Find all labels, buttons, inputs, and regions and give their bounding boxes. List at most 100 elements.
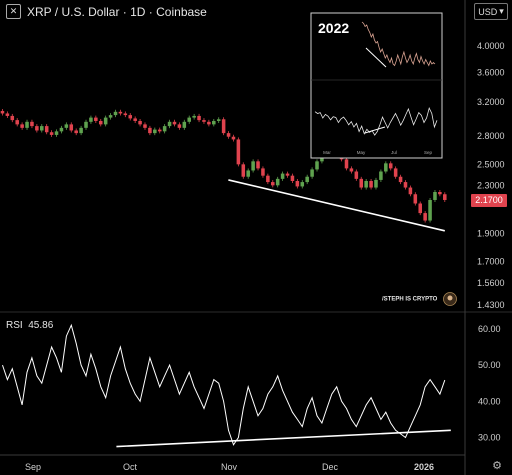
candle (5, 111, 10, 118)
candle-body (59, 127, 64, 132)
candle (359, 176, 364, 190)
candle (285, 171, 290, 178)
candle (64, 122, 69, 130)
rsi-value: 45.86 (28, 320, 54, 331)
chart-title: XRP / U.S. Dollar · 1D · Coinbase (27, 4, 207, 19)
settings-gear-icon[interactable]: ⚙ (492, 460, 502, 472)
currency-select-button[interactable]: USD ▾ (474, 3, 508, 20)
x-tick-label: Dec (322, 462, 339, 472)
candle-body (379, 171, 383, 180)
inset-rsi-trendline (364, 126, 386, 134)
candle-body (364, 180, 368, 188)
candle (113, 109, 118, 118)
candle (315, 159, 319, 172)
candle-body (266, 175, 270, 183)
candle-body (384, 163, 388, 172)
candle (344, 157, 349, 171)
candle-body (0, 110, 5, 114)
candle (123, 111, 128, 118)
rsi-y-axis: 60.00 50.00 40.00 30.00 (478, 324, 501, 443)
candle (157, 127, 162, 134)
candle-body (349, 168, 354, 172)
candle (108, 113, 113, 120)
candle (433, 189, 437, 203)
candle (162, 124, 167, 134)
candle-body (143, 124, 147, 128)
candle-body (369, 180, 373, 188)
candle (0, 108, 5, 116)
price-tick-label: 3.2000 (477, 97, 505, 107)
candle-body (344, 159, 349, 169)
candle-body (216, 119, 221, 121)
x-axis: Sep Oct Nov Dec 2026 (25, 462, 434, 472)
rsi-tick-label: 40.00 (478, 396, 501, 406)
candle-body (300, 182, 305, 187)
watermark-text: /STEPH IS CRYPTO (382, 296, 438, 303)
candle-body (261, 168, 265, 176)
candle-body (280, 173, 285, 179)
candle-body (192, 115, 196, 118)
candle (138, 118, 142, 127)
candle-body (403, 182, 408, 188)
x-tick-label: Sep (25, 462, 41, 472)
inset-x-tick-label: Jul (391, 150, 397, 155)
price-tick-label: 1.9000 (477, 228, 505, 238)
candle-body (162, 126, 167, 132)
candle (216, 117, 221, 123)
candle-body (226, 133, 231, 137)
candle-body (310, 169, 314, 177)
candle-body (256, 161, 260, 169)
price-support-trendline (228, 179, 445, 232)
candle (295, 178, 300, 189)
candle-body (89, 117, 93, 122)
candle (369, 178, 373, 190)
candle-body (49, 132, 54, 135)
price-trendline (228, 179, 445, 232)
inset-price-trendline (365, 47, 387, 68)
candle (403, 180, 408, 190)
candle-body (212, 120, 216, 125)
candle-body (84, 121, 88, 128)
rsi-line (2, 323, 446, 446)
candle (428, 197, 432, 223)
rsi-support-trendline (116, 429, 451, 448)
candle-body (133, 118, 137, 121)
price-tick-label: 1.7000 (477, 256, 505, 266)
inset-rsi-line (314, 106, 438, 136)
candle-body (359, 178, 364, 188)
price-tick-label: 2.3000 (477, 180, 505, 190)
candle-body (315, 161, 319, 170)
candle (349, 166, 354, 174)
candle (207, 119, 211, 127)
candle-body (413, 194, 418, 204)
candle-body (182, 121, 187, 128)
collapse-icon[interactable]: ✕ (6, 4, 21, 19)
x-tick-label: 2026 (414, 462, 434, 472)
chart-header: ✕ XRP / U.S. Dollar · 1D · Coinbase (6, 4, 207, 19)
candle-body (54, 131, 59, 135)
current-price-tag: 2.1700 (471, 193, 507, 207)
candle (197, 113, 201, 123)
candle (305, 174, 309, 185)
candle-body (40, 126, 44, 131)
candle (133, 116, 137, 123)
candle-body (202, 120, 206, 122)
candle (300, 180, 305, 189)
candle-body (79, 127, 83, 134)
candle (20, 122, 24, 130)
candle-body (128, 115, 133, 119)
rsi-series (2, 323, 446, 446)
candle-body (408, 187, 413, 195)
candle-body (251, 161, 255, 171)
candle-body (246, 170, 250, 177)
candle-body (167, 121, 172, 127)
candle (167, 119, 172, 129)
candle-body (44, 126, 49, 133)
watermark: /STEPH IS CRYPTO (382, 292, 457, 306)
candle-body (398, 176, 403, 183)
candle-body (285, 173, 290, 176)
price-tick-label: 2.5000 (477, 159, 505, 169)
price-tick-label: 4.0000 (477, 41, 505, 51)
candle-body (172, 121, 177, 125)
